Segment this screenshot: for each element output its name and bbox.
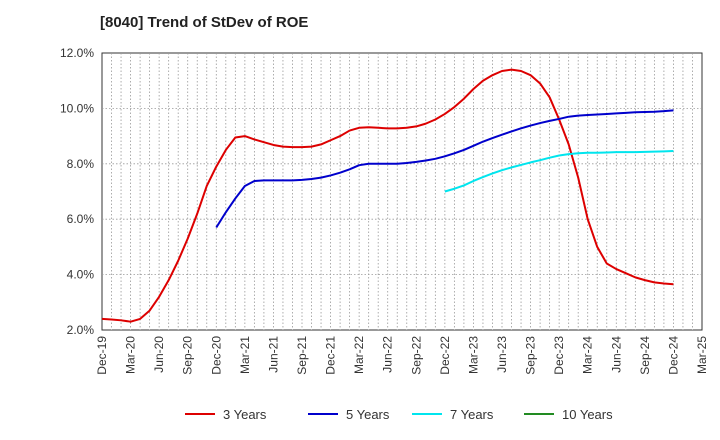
x-tick-label: Sep-22 [409,336,423,375]
legend: 3 Years 5 Years 7 Years 10 Years [185,407,613,422]
legend-label: 10 Years [562,407,613,422]
x-tick-label: Sep-20 [181,336,195,375]
y-tick-label: 10.0% [60,101,94,115]
x-tick-label: Mar-21 [238,336,252,374]
x-tick-label: Mar-23 [466,336,480,374]
x-tick-label: Dec-19 [95,336,109,375]
y-tick-label: 6.0% [67,212,95,226]
series-lines [101,68,674,323]
legend-label: 7 Years [450,407,494,422]
x-tick-label: Sep-24 [638,336,652,375]
x-tick-label: Sep-23 [524,336,538,375]
series-line [101,68,674,323]
grid-lines [102,53,702,330]
y-axis-ticks: 2.0% 4.0% 6.0% 8.0% 10.0% 12.0% [60,46,94,337]
x-tick-label: Mar-24 [581,336,595,374]
x-tick-label: Mar-22 [352,336,366,374]
y-tick-label: 8.0% [67,157,95,171]
x-tick-label: Jun-22 [381,336,395,373]
x-tick-label: Jun-24 [609,336,623,373]
x-tick-label: Dec-22 [438,336,452,375]
x-axis-ticks: Dec-19 Mar-20 Jun-20 Sep-20 Dec-20 Mar-21 Jun-… [95,336,709,375]
series-line [444,150,674,193]
chart-title: [8040] Trend of StDev of ROE [100,14,309,31]
x-tick-label: Mar-25 [695,336,709,374]
y-tick-label: 12.0% [60,46,94,60]
x-tick-label: Dec-20 [209,336,223,375]
legend-label: 5 Years [346,407,390,422]
plot-area [101,52,703,331]
y-tick-label: 2.0% [67,323,95,337]
x-tick-label: Dec-21 [324,336,338,375]
x-tick-label: Jun-23 [495,336,509,373]
x-tick-label: Sep-21 [295,336,309,375]
x-tick-label: Jun-20 [152,336,166,373]
y-tick-label: 4.0% [67,268,95,282]
x-tick-label: Dec-23 [552,336,566,375]
x-tick-label: Mar-20 [124,336,138,374]
x-tick-label: Dec-24 [666,336,680,375]
x-tick-label: Jun-21 [266,336,280,373]
series-line [215,109,674,229]
legend-label: 3 Years [223,407,267,422]
